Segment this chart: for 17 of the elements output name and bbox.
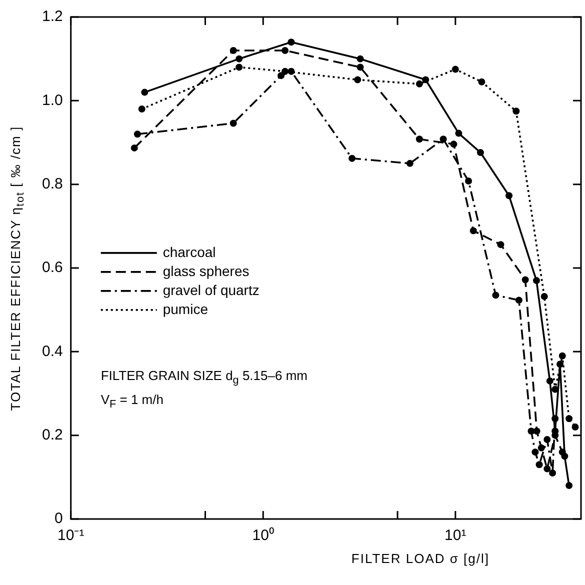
y-tick-label: 0.6 bbox=[42, 259, 63, 276]
y-tick-label: 1.2 bbox=[42, 8, 63, 26]
y-tick-label: 0.8 bbox=[42, 175, 63, 192]
legend-label: glass spheres bbox=[162, 262, 250, 279]
y-tick-label: 0.4 bbox=[42, 342, 63, 360]
y-tick-label: 1.0 bbox=[42, 92, 63, 109]
legend-label: pumice bbox=[162, 300, 208, 317]
annotation: V$_{F}$ = 1 m/h bbox=[100, 392, 164, 411]
y-tick-label: 0 bbox=[54, 510, 63, 528]
annotation: FILTER GRAIN SIZE d$_{g}$ 5.15–6 mm bbox=[100, 368, 308, 387]
x-axis-title: FILTER LOAD σ [g/l] bbox=[351, 551, 490, 566]
x-tick-label: 10⁻¹ bbox=[58, 527, 84, 544]
y-tick-label: 0.2 bbox=[42, 426, 63, 444]
legend-label: charcoal bbox=[162, 244, 216, 260]
x-tick-label: 10¹ bbox=[444, 527, 466, 544]
x-tick-label: 10⁰ bbox=[252, 527, 274, 544]
legend-label: gravel of quartz bbox=[162, 282, 260, 298]
